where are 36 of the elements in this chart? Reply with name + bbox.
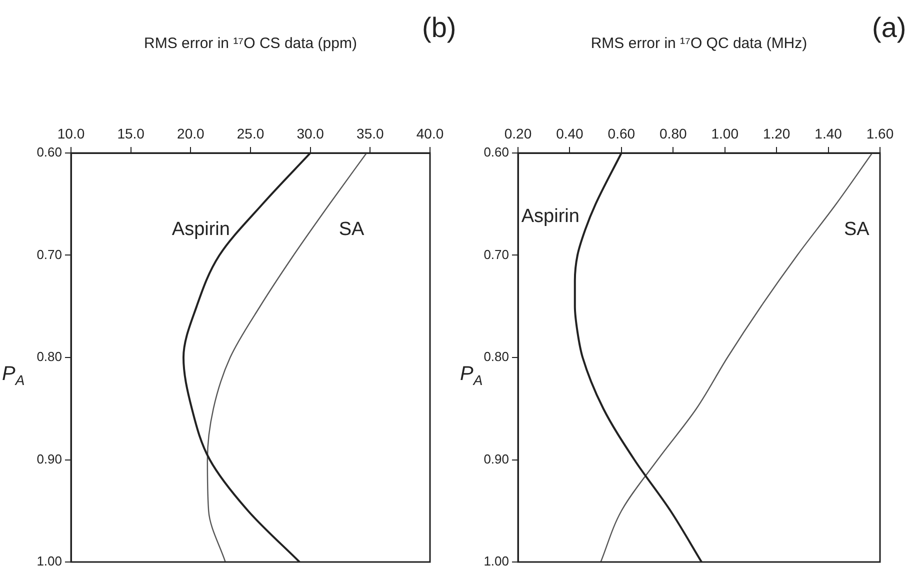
x-tick-label: 0.20 [504, 125, 532, 142]
y-tick-label: 0.90 [484, 451, 509, 466]
x-tick-label: 1.20 [762, 125, 790, 142]
x-tick-label: 30.0 [296, 125, 324, 142]
x-tick-label: 20.0 [177, 125, 205, 142]
x-tick-label: 1.60 [866, 125, 894, 142]
x-tick-label: 0.60 [608, 125, 636, 142]
y-tick-label: 0.80 [36, 349, 62, 364]
y-axis-title: P$_{A}$ [460, 362, 483, 388]
x-tick-label: 0.80 [660, 125, 687, 142]
series-label: Aspirin [521, 206, 580, 228]
y-tick-label: 0.60 [484, 144, 509, 160]
x-tick-label: 0.40 [556, 125, 584, 142]
y-tick-label: 0.90 [36, 451, 62, 466]
x-tick-label: 1.00 [711, 125, 739, 142]
x-tick-label: 15.0 [117, 125, 145, 142]
x-tick-label: 35.0 [356, 125, 384, 142]
chart-title: (a) [872, 12, 906, 43]
y-tick-label: 1.00 [484, 554, 509, 569]
x-axis-title: RMS error in ¹⁷O CS data (ppm) [144, 35, 357, 52]
line-series [600, 153, 873, 562]
y-tick-label: 0.60 [36, 144, 62, 160]
x-axis-title: RMS error in ¹⁷O QC data (MHz) [590, 35, 808, 52]
y-tick-label: 1.00 [36, 554, 62, 569]
x-tick-label: 25.0 [236, 125, 264, 142]
x-tick-label: 10.0 [57, 125, 85, 142]
y-tick-label: 0.70 [36, 246, 62, 262]
series-label: SA [338, 218, 365, 240]
y-tick-label: 0.70 [484, 246, 509, 262]
series-label: SA [844, 218, 870, 240]
x-tick-label: 1.40 [814, 125, 842, 142]
chart-title: (b) [422, 12, 456, 43]
series-label: Aspirin [172, 218, 230, 240]
y-axis-title: P$_{A}$ [2, 362, 25, 388]
x-tick-label: 40.0 [416, 125, 444, 142]
y-tick-label: 0.80 [484, 349, 509, 364]
